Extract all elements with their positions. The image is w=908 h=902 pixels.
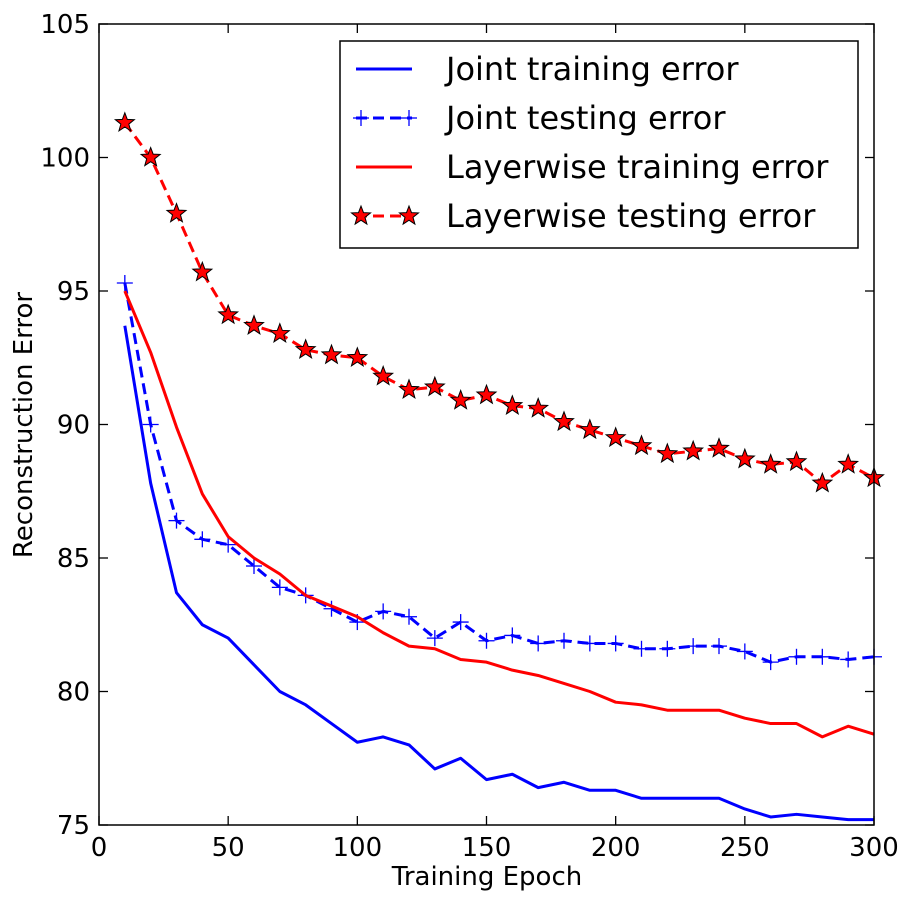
- data-point: [346, 346, 369, 367]
- data-point: [320, 343, 343, 365]
- data-point: [426, 630, 443, 647]
- data-point: [659, 640, 676, 657]
- x-axis-label: Training Epoch: [391, 862, 582, 892]
- data-point: [788, 648, 805, 665]
- data-point: [220, 536, 237, 553]
- data-point: [271, 579, 288, 596]
- data-point: [630, 434, 653, 456]
- series-2: [116, 274, 882, 671]
- data-point: [113, 111, 136, 133]
- y-tick-label: 85: [57, 544, 90, 574]
- legend-entry: Joint training error: [356, 50, 739, 88]
- data-point: [142, 416, 159, 433]
- data-point: [682, 439, 705, 461]
- legend-entry: Layerwise testing error: [350, 197, 816, 235]
- y-axis-label: Reconstruction Error: [9, 292, 39, 559]
- data-point: [268, 322, 291, 343]
- data-point: [372, 365, 395, 386]
- y-tick-label: 90: [57, 411, 90, 441]
- data-point: [708, 437, 730, 458]
- series-line: [123, 290, 875, 739]
- data-point: [762, 654, 779, 671]
- data-point: [168, 512, 185, 529]
- y-tick-label: 80: [57, 678, 90, 708]
- series-3: [123, 290, 875, 739]
- data-point: [530, 635, 547, 652]
- data-point: [165, 202, 188, 223]
- data-point: [478, 632, 495, 649]
- series-4: [113, 111, 885, 493]
- data-point: [711, 638, 727, 655]
- data-point: [785, 450, 808, 472]
- data-point: [194, 531, 211, 548]
- legend-box: [339, 40, 859, 249]
- y-tick-label: 100: [40, 144, 90, 174]
- y-tick-label: 75: [57, 811, 90, 841]
- series-layer: [113, 111, 885, 822]
- data-point: [246, 558, 262, 575]
- data-point: [604, 426, 627, 448]
- legend-marker: [401, 110, 417, 126]
- legend-marker: [353, 110, 369, 126]
- data-point: [837, 453, 860, 474]
- data-point: [759, 453, 782, 474]
- data-point: [685, 638, 702, 655]
- data-point: [581, 635, 598, 652]
- data-point: [633, 640, 650, 657]
- data-point: [527, 397, 550, 418]
- data-point: [501, 394, 524, 416]
- data-point: [423, 375, 446, 397]
- data-point: [116, 274, 133, 291]
- legend-marker: [398, 204, 420, 226]
- data-point: [139, 146, 162, 167]
- legend-marker: [350, 204, 372, 226]
- data-point: [452, 614, 469, 631]
- data-point: [449, 389, 472, 410]
- x-tick-label: 50: [212, 833, 245, 863]
- y-tick-label: 95: [57, 277, 90, 307]
- data-point: [607, 635, 624, 652]
- x-tick-label: 0: [91, 833, 108, 863]
- data-point: [294, 338, 317, 359]
- data-point: [191, 260, 214, 282]
- legend-entry: Layerwise training error: [356, 148, 829, 186]
- y-tick-label: 105: [40, 10, 90, 40]
- x-tick-label: 250: [720, 833, 770, 863]
- series-line: [123, 282, 875, 664]
- data-point: [401, 608, 417, 625]
- data-point: [217, 303, 240, 325]
- data-point: [553, 410, 575, 432]
- legend-label: Layerwise testing error: [446, 197, 816, 235]
- data-point: [814, 648, 831, 665]
- x-tick-label: 150: [462, 833, 512, 863]
- legend: Joint training error Joint testing error L…: [339, 40, 859, 249]
- series-1: [123, 325, 874, 822]
- data-point: [375, 603, 392, 620]
- data-point: [504, 627, 521, 644]
- legend-label: Joint testing error: [444, 99, 726, 137]
- series-line: [123, 325, 874, 822]
- data-point: [475, 383, 498, 405]
- legend-label: Joint training error: [444, 50, 739, 88]
- legend-label: Layerwise training error: [446, 148, 829, 186]
- data-point: [811, 471, 834, 493]
- data-point: [398, 378, 420, 400]
- data-point: [736, 643, 753, 660]
- data-point: [840, 651, 857, 668]
- data-point: [656, 442, 679, 464]
- x-tick-label: 200: [591, 833, 641, 863]
- data-point: [578, 418, 601, 440]
- x-tick-label: 100: [333, 833, 383, 863]
- x-tick-label: 300: [849, 833, 899, 863]
- data-point: [243, 314, 265, 335]
- data-point: [733, 447, 756, 469]
- data-point: [556, 632, 572, 649]
- axes-layer: 0 50 100 150 200 250 300 75 80 85 90 95 100 105: [40, 10, 898, 863]
- legend-entry: Joint testing error: [353, 99, 726, 137]
